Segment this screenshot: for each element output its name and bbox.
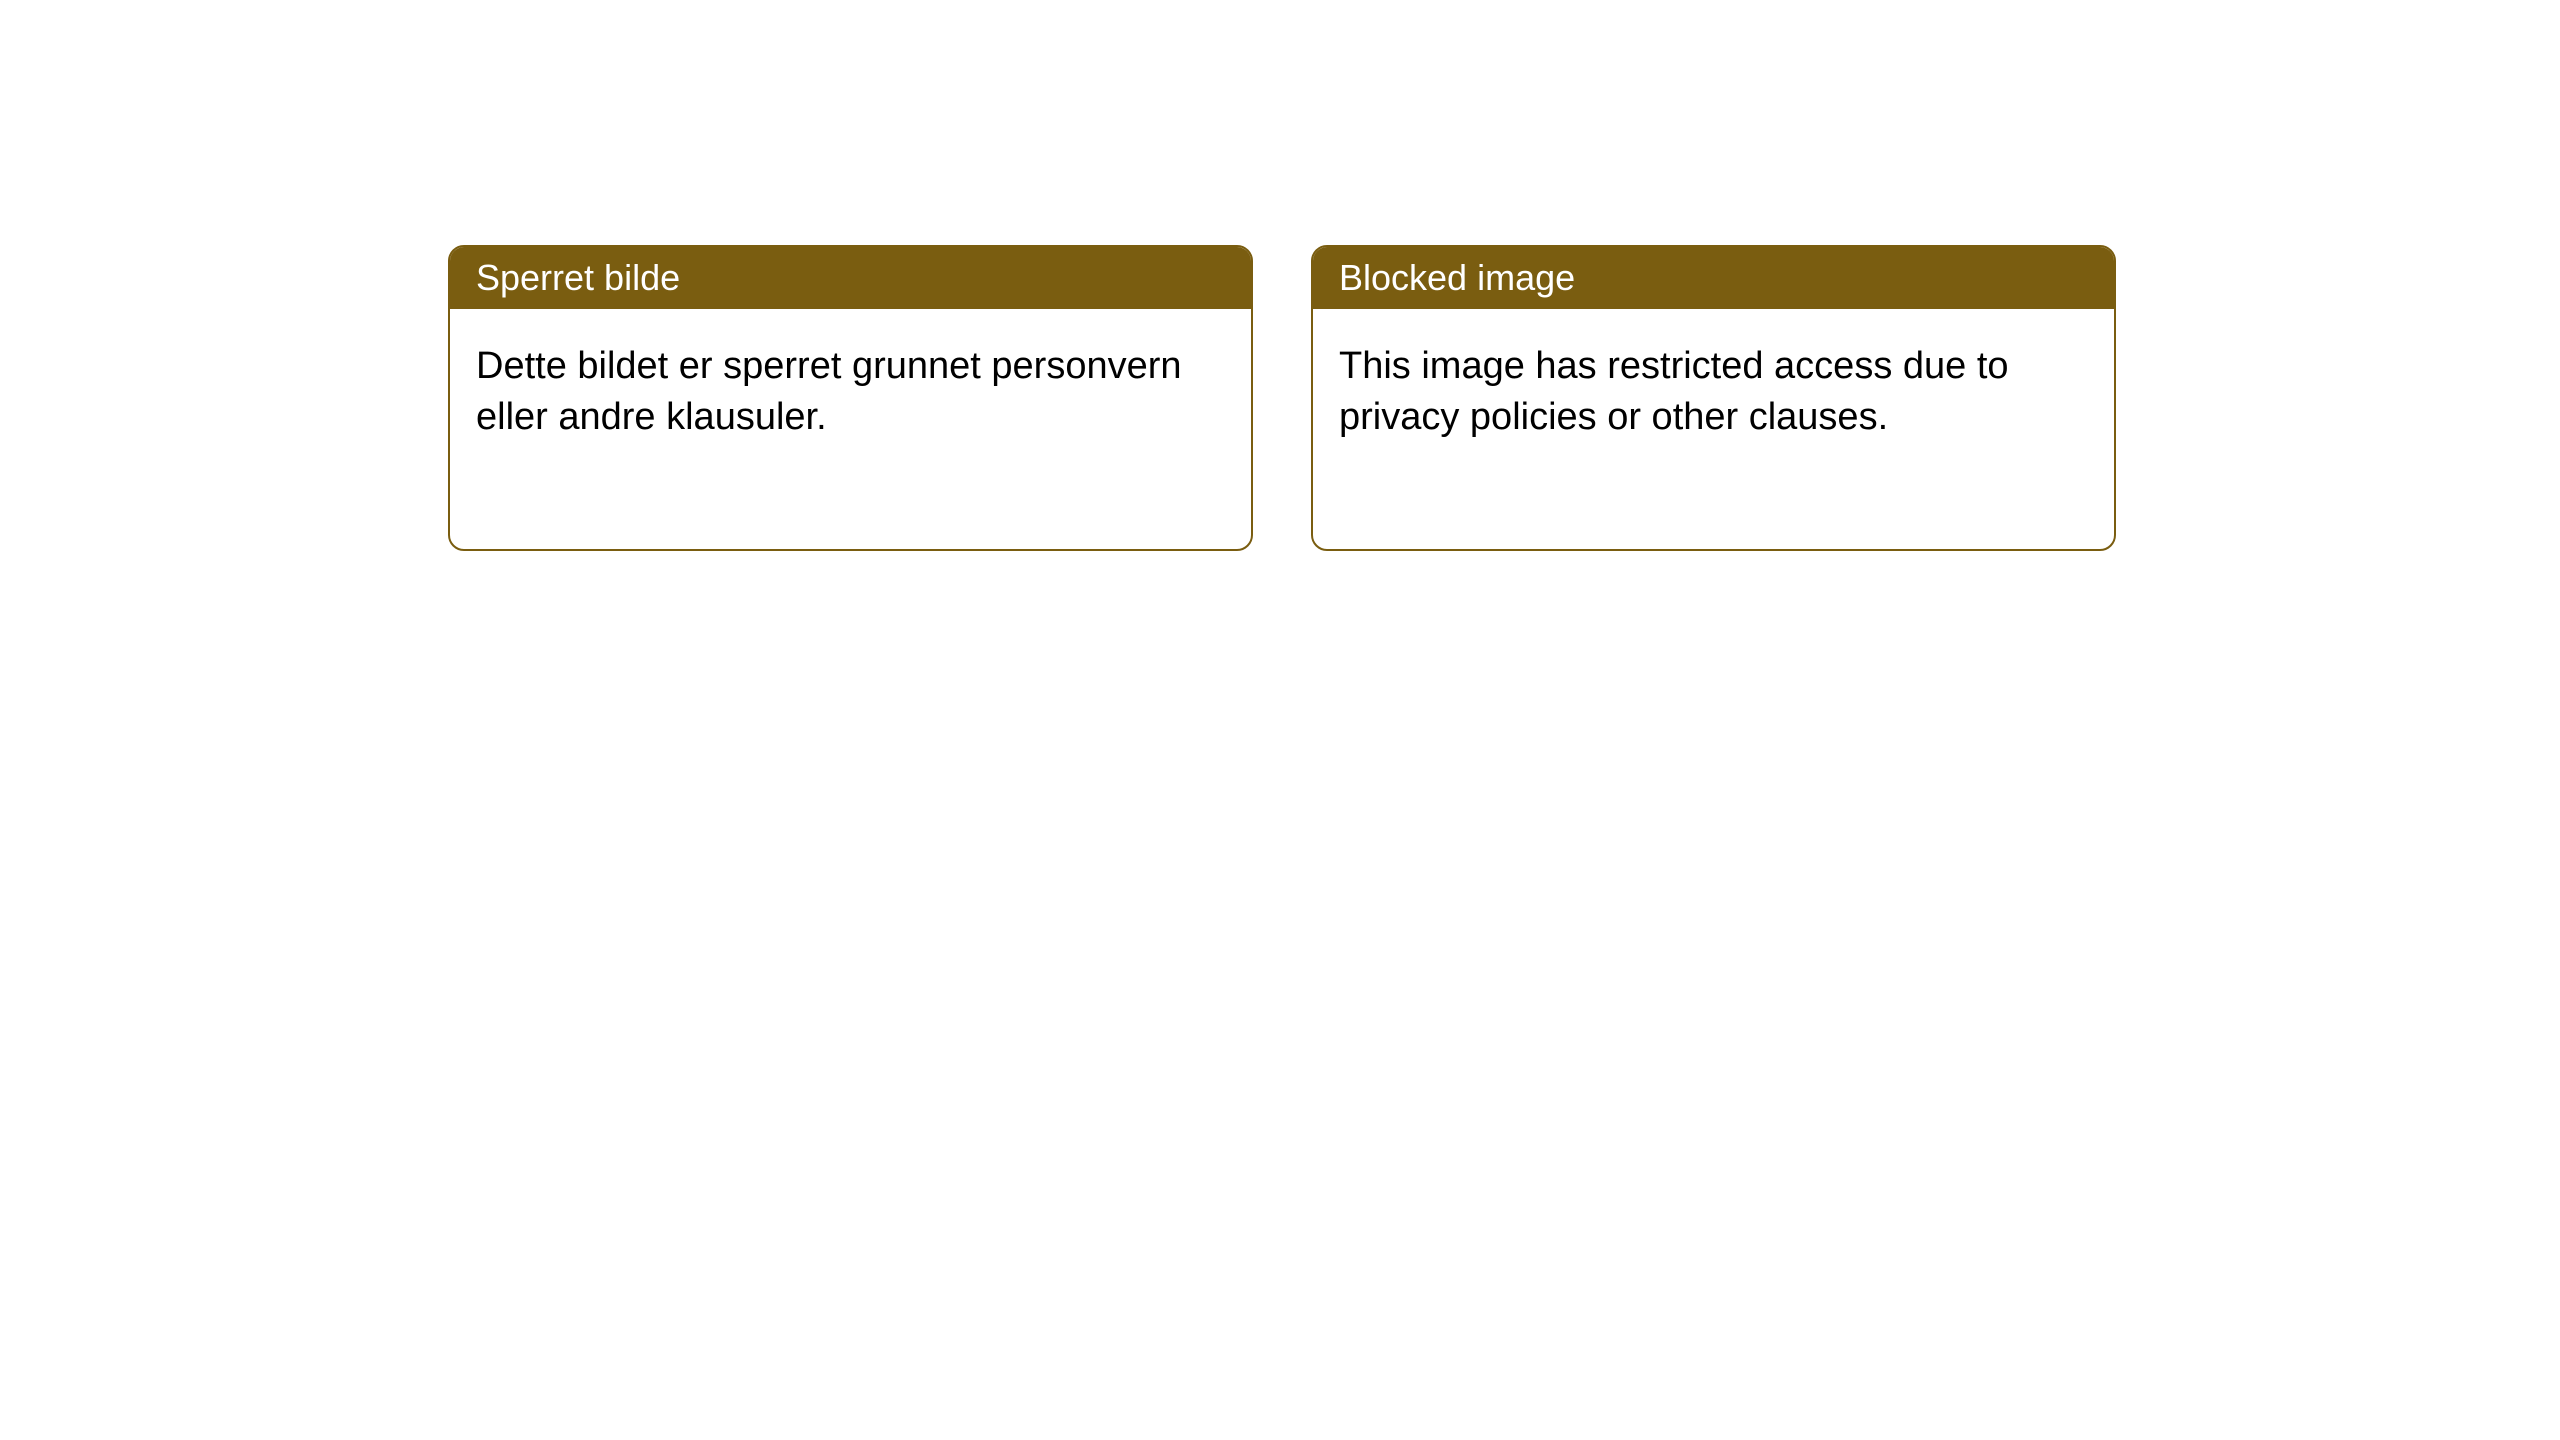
notice-header: Blocked image (1313, 247, 2114, 309)
notice-message: This image has restricted access due to … (1339, 345, 2009, 438)
notice-message: Dette bildet er sperret grunnet personve… (476, 345, 1182, 438)
notice-container: Sperret bilde Dette bildet er sperret gr… (448, 245, 2116, 551)
notice-header: Sperret bilde (450, 247, 1251, 309)
notice-title: Sperret bilde (476, 257, 680, 298)
notice-body: Dette bildet er sperret grunnet personve… (450, 309, 1251, 549)
notice-card-norwegian: Sperret bilde Dette bildet er sperret gr… (448, 245, 1253, 551)
notice-body: This image has restricted access due to … (1313, 309, 2114, 549)
notice-card-english: Blocked image This image has restricted … (1311, 245, 2116, 551)
notice-title: Blocked image (1339, 257, 1575, 298)
